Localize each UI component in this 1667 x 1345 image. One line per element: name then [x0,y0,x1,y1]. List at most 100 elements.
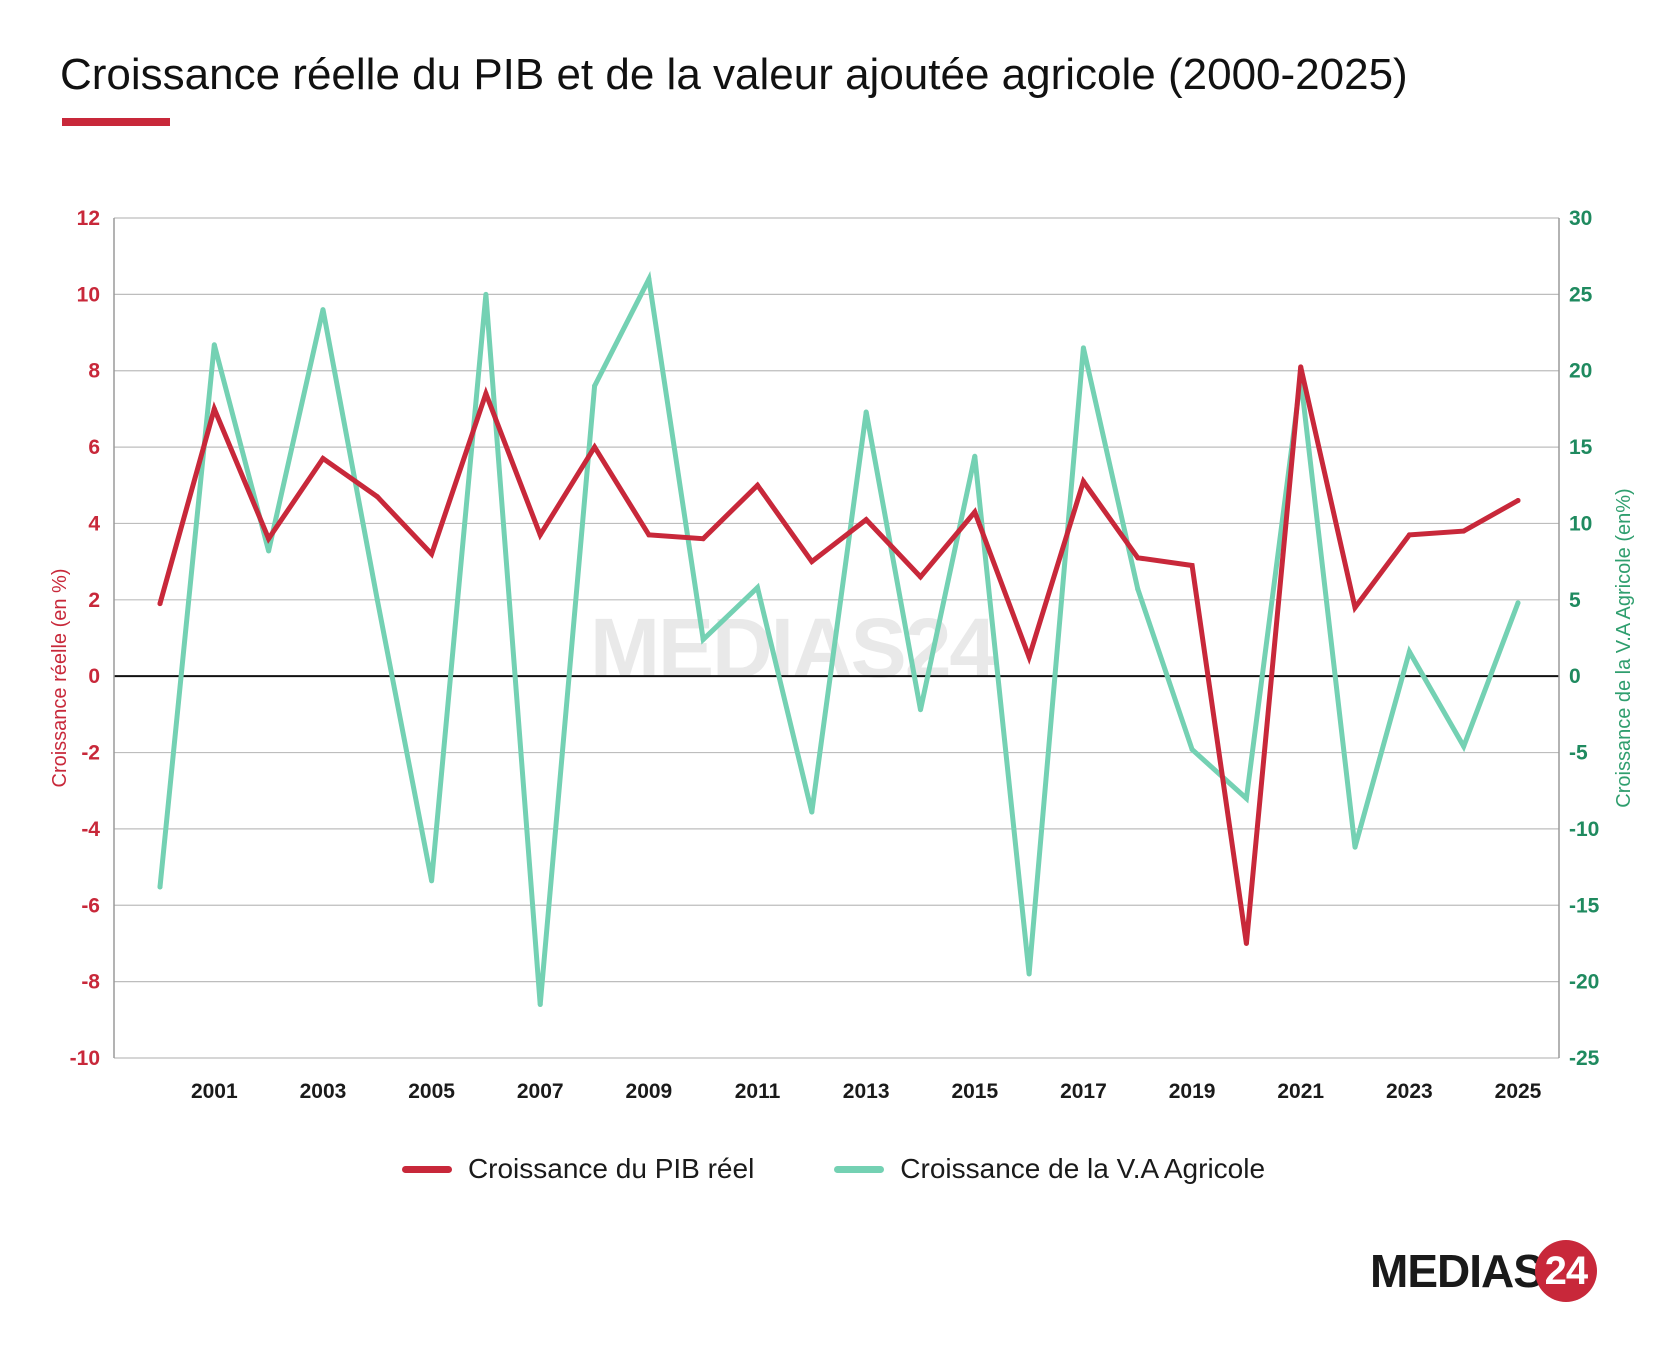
data-point-pib [1026,654,1032,660]
y-left-tick-label: -4 [81,818,100,841]
x-tick-label: 2001 [191,1080,238,1103]
y-left-tick-label: -6 [81,894,100,917]
legend-swatch-pib [401,1165,452,1173]
data-point-pib [917,574,923,580]
x-tick-label: 2007 [517,1080,564,1103]
data-point-pib [592,444,598,450]
data-point-va [211,342,217,348]
data-point-pib [1135,555,1141,561]
data-point-va [320,307,326,313]
y-right-tick-label: -5 [1569,742,1588,765]
data-point-va [266,548,272,554]
x-tick-label: 2005 [408,1080,455,1103]
x-tick-label: 2003 [300,1080,347,1103]
y-left-tick-label: 4 [88,512,100,535]
y-right-tick-label: 15 [1569,436,1593,459]
x-tick-label: 2021 [1277,1080,1324,1103]
medias24-logo: MEDIAS 24 [1370,1240,1597,1302]
data-point-pib [429,551,435,557]
data-point-pib [320,456,326,462]
axes [113,218,1560,1058]
data-point-va [1352,844,1358,850]
data-point-pib [537,532,543,538]
data-point-pib [1243,940,1249,946]
y-right-tick-label: 0 [1569,665,1581,688]
y-left-tick-label: 6 [88,436,100,459]
y-left-tick-label: 2 [88,589,100,612]
data-point-va [537,1002,543,1008]
data-point-pib [1352,604,1358,610]
data-point-va [483,291,489,297]
y-right-tick-label: 25 [1569,283,1593,306]
data-point-va [1189,746,1195,752]
x-tick-label: 2023 [1386,1080,1433,1103]
x-tick-label: 2013 [843,1080,890,1103]
data-point-va [972,453,978,459]
y-left-tick-label: 8 [88,360,100,383]
data-point-va [374,597,380,603]
gridlines [114,217,1559,1059]
data-point-pib [211,406,217,412]
y-left-tick-label: 12 [77,207,100,230]
y-right-tick-label: 20 [1569,360,1592,383]
y-left-tick-label: -2 [81,742,100,765]
y-left-tick-label: -8 [81,971,100,994]
data-point-va [1515,600,1521,606]
data-point-va [1135,586,1141,592]
data-point-pib [1461,528,1467,534]
data-point-va [863,409,869,415]
y-right-tick-label: 5 [1569,589,1581,612]
legend-item-va: Croissance de la V.A Agricole [834,1153,1265,1185]
y-right-tick-label: 30 [1569,207,1592,230]
data-point-va [1406,649,1412,655]
data-point-va [646,276,652,282]
x-tick-label: 2019 [1169,1080,1216,1103]
data-point-va [1461,743,1467,749]
x-tick-label: 2025 [1495,1080,1542,1103]
y-right-tick-label: -15 [1569,894,1600,917]
data-point-pib [1406,532,1412,538]
x-tick-label: 2011 [735,1080,781,1103]
data-point-pib [1515,498,1521,504]
data-point-pib [1189,562,1195,568]
series-line-pib [157,366,1521,944]
series-line-va [157,271,1521,1005]
chart-title: Croissance réelle du PIB et de la valeur… [60,50,1408,99]
legend-swatch-va [834,1165,885,1173]
x-tick-label: 2009 [626,1080,673,1103]
data-point-pib [1298,364,1304,370]
legend-label-va: Croissance de la V.A Agricole [900,1153,1266,1184]
data-point-pib [809,559,815,565]
y-left-tick-label: 0 [88,665,100,688]
data-point-va [592,383,598,389]
y-right-tick-label: -10 [1569,818,1599,841]
data-point-pib [374,494,380,500]
data-point-pib [646,532,652,538]
legend-item-pib: Croissance du PIB réel [401,1153,755,1185]
data-point-va [429,878,435,884]
data-point-pib [863,517,869,523]
y-right-tick-label: 10 [1569,512,1592,535]
y-right-tick-label: -25 [1569,1047,1600,1070]
data-point-va [917,707,923,713]
y-left-tick-label: -10 [70,1047,100,1070]
data-point-va [755,585,761,591]
legend: Croissance du PIB réel Croissance de la … [0,1153,1667,1185]
data-point-pib [483,391,489,397]
y-left-axis-label: Croissance réelle (en %) [49,569,71,788]
data-point-pib [755,482,761,488]
data-point-pib [1080,478,1086,484]
data-point-va [157,884,163,890]
y-right-axis-label: Croissance de la V.A Agricole (en%) [1613,488,1635,807]
data-point-pib [700,536,706,542]
data-point-pib [266,536,272,542]
y-left-tick-label: 10 [77,283,100,306]
data-point-va [1243,795,1249,801]
data-point-va [700,637,706,643]
tick-labels: 121086420-2-4-6-8-10302520151050-5-10-15… [49,207,1635,1103]
series-lines [157,271,1521,1008]
legend-label-pib: Croissance du PIB réel [467,1153,755,1184]
data-point-va [1080,345,1086,351]
data-point-pib [157,601,163,607]
